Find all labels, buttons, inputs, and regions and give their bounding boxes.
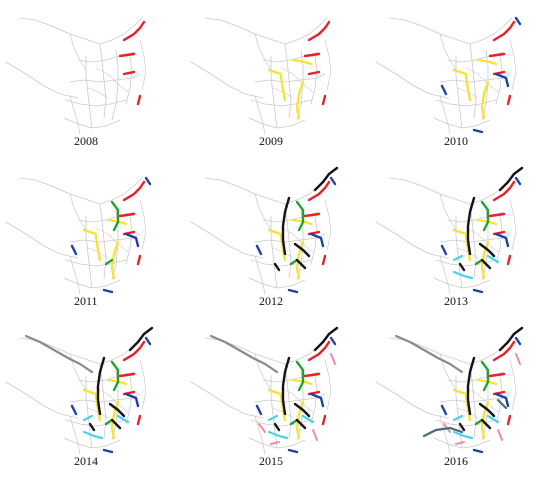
blue-lines xyxy=(255,176,337,294)
green-lines xyxy=(104,360,120,426)
rail-network-map xyxy=(375,166,524,295)
blue-lines xyxy=(255,336,337,454)
black-lines xyxy=(273,166,339,272)
yellow-lines xyxy=(82,218,128,280)
blue-lines xyxy=(70,176,152,294)
rail-network-map xyxy=(5,17,147,135)
year-label: 2014 xyxy=(74,454,98,468)
base-network xyxy=(5,337,147,455)
rail-network-map xyxy=(375,16,522,135)
base-network xyxy=(190,17,332,135)
cyan-lines xyxy=(267,414,315,440)
rail-network-map xyxy=(190,17,332,135)
rail-network-map xyxy=(5,176,152,295)
green-lines xyxy=(474,200,490,266)
red-lines xyxy=(488,340,516,426)
rail-network-map xyxy=(190,166,339,295)
map-panel-2013: 2013 xyxy=(370,160,550,320)
red-lines xyxy=(303,340,331,426)
pink-lines xyxy=(258,353,336,445)
blue-lines xyxy=(440,176,522,294)
base-network xyxy=(5,177,147,295)
blue-lines xyxy=(70,336,152,454)
green-lines xyxy=(474,360,490,426)
base-network xyxy=(375,17,517,135)
red-lines xyxy=(303,20,331,106)
cyan-lines xyxy=(82,414,130,440)
base-network xyxy=(375,177,517,295)
base-network xyxy=(5,17,147,135)
gray-lines xyxy=(24,334,94,374)
yellow-lines xyxy=(267,58,313,120)
red-lines xyxy=(488,20,516,106)
year-label: 2016 xyxy=(444,454,468,468)
map-panel-2012: 2012 xyxy=(185,160,365,320)
green-lines xyxy=(289,360,305,426)
green-lines xyxy=(104,200,120,266)
year-label: 2010 xyxy=(444,134,468,148)
slate-lines xyxy=(422,398,508,438)
year-label: 2009 xyxy=(259,134,283,148)
black-lines xyxy=(458,326,524,432)
year-label: 2015 xyxy=(259,454,283,468)
black-lines xyxy=(273,326,339,432)
map-panel-2011: 2011 xyxy=(0,160,180,320)
black-lines xyxy=(458,166,524,272)
blue-lines xyxy=(440,336,522,454)
map-panel-2008: 2008 xyxy=(0,0,180,160)
year-label: 2012 xyxy=(259,294,283,308)
cyan-lines xyxy=(452,414,500,440)
map-panel-2015: 2015 xyxy=(185,320,365,480)
base-network xyxy=(190,337,332,455)
base-network xyxy=(190,177,332,295)
yellow-lines xyxy=(452,58,498,120)
blue-lines xyxy=(440,16,522,134)
gray-lines xyxy=(209,334,279,374)
cyan-lines xyxy=(452,254,500,280)
gray-lines xyxy=(394,334,464,374)
base-network xyxy=(375,337,517,455)
map-panel-2009: 2009 xyxy=(185,0,365,160)
rail-network-map xyxy=(5,326,154,455)
map-panel-2014: 2014 xyxy=(0,320,180,480)
rail-network-map xyxy=(190,326,339,455)
map-panel-2016: 2016 xyxy=(370,320,550,480)
map-panel-2010: 2010 xyxy=(370,0,550,160)
black-lines xyxy=(88,326,154,432)
green-lines xyxy=(289,200,305,266)
red-lines xyxy=(118,340,146,426)
rail-network-map xyxy=(375,326,524,455)
year-label: 2008 xyxy=(74,134,98,148)
year-label: 2013 xyxy=(444,294,468,308)
year-label: 2011 xyxy=(74,294,98,308)
red-lines xyxy=(118,20,146,106)
